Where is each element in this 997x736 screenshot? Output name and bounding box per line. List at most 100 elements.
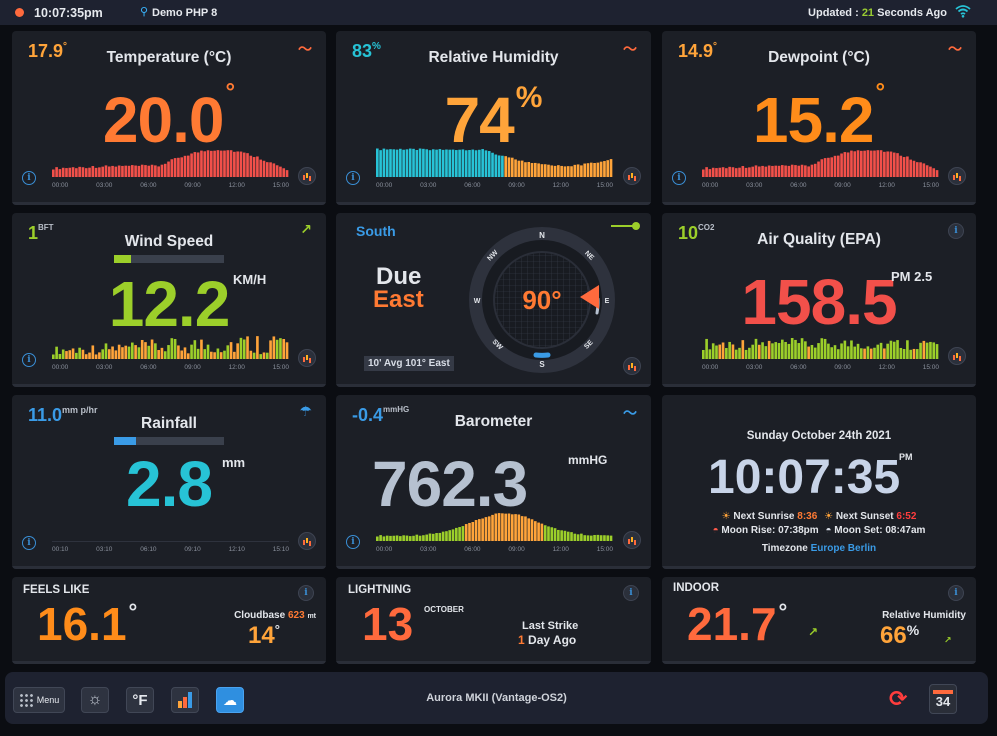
spark-bar — [909, 349, 913, 359]
spark-bar — [935, 170, 939, 177]
co2-value: 10CO2 — [678, 223, 715, 243]
moonset-text: Moon Set: 08:47am — [834, 525, 926, 536]
info-icon[interactable]: i — [22, 536, 36, 550]
chart-icon[interactable] — [623, 167, 641, 185]
spark-bar — [547, 164, 550, 177]
top-bar: 10:07:35pm ⚲ Demo PHP 8 Updated : 21 Sec… — [0, 0, 997, 25]
spark-bar — [876, 344, 880, 359]
spark-bar — [216, 150, 220, 177]
chart-icon[interactable] — [948, 167, 966, 185]
humidity-min: 83% — [352, 41, 381, 61]
spark-bar — [422, 148, 425, 177]
spark-bar — [514, 514, 517, 541]
spark-bar — [183, 347, 187, 359]
chart-icon[interactable] — [623, 531, 641, 549]
spark-bar — [586, 535, 590, 541]
spark-bar — [840, 343, 843, 359]
spark-bar — [576, 534, 580, 541]
chart-icon[interactable] — [298, 349, 316, 367]
spark-bar — [491, 152, 494, 177]
spark-bar — [524, 516, 527, 541]
spark-bar — [869, 348, 873, 359]
spark-bar — [272, 163, 276, 177]
info-icon[interactable]: i — [346, 171, 360, 185]
wind-trend-icon[interactable]: ↗ — [300, 221, 312, 237]
spark-bar — [790, 164, 794, 177]
updated-status: Updated : 21 Seconds Ago — [808, 7, 947, 19]
spark-bar — [547, 526, 550, 541]
avg-direction-badge: 10' Avg 101° East — [364, 356, 454, 371]
axis-tick-label: 15:00 — [272, 182, 289, 189]
spark-bar — [425, 534, 429, 541]
info-icon[interactable]: i — [22, 353, 36, 367]
refresh-icon[interactable]: ⟳ — [889, 686, 908, 711]
spark-bar — [75, 168, 78, 177]
wifi-icon — [955, 5, 971, 18]
spark-bar — [580, 165, 583, 177]
compass-trend-icon[interactable] — [611, 222, 640, 230]
moonset-icon: ◓ — [825, 525, 832, 536]
trend-icon[interactable]: 〜 — [623, 41, 637, 57]
status-dot — [15, 8, 24, 17]
spark-bar — [124, 345, 128, 359]
spark-bar — [219, 352, 223, 359]
charts-button[interactable] — [171, 687, 199, 713]
theme-toggle-button[interactable]: ☼ — [81, 687, 109, 713]
spark-bar — [534, 162, 537, 177]
info-icon[interactable]: i — [672, 171, 686, 185]
spark-bar — [180, 350, 184, 359]
axis-tick-label: 15:00 — [922, 364, 939, 371]
spark-bar — [609, 535, 613, 541]
axis-tick-label: 00:00 — [52, 182, 69, 189]
spark-bar — [774, 165, 778, 177]
info-icon[interactable]: i — [948, 223, 964, 239]
trend-icon[interactable]: 〜 — [948, 41, 962, 57]
spark-bar — [131, 342, 134, 359]
spark-bar — [869, 150, 873, 177]
chart-icon[interactable] — [948, 347, 966, 365]
info-icon[interactable]: i — [298, 585, 314, 601]
indoor-card: INDOOR i 21.7° ↗ Relative Humidity 66% ↗ — [662, 577, 976, 664]
info-icon[interactable]: i — [623, 585, 639, 601]
chart-icon[interactable] — [298, 167, 316, 185]
spark-bar — [415, 149, 419, 177]
rainfall-axis: 00:10 03:10 06:10 09:10 12:10 15:10 — [52, 546, 289, 553]
station-name[interactable]: Demo PHP 8 — [152, 7, 218, 19]
info-icon[interactable]: i — [22, 171, 36, 185]
updated-suffix: Seconds Ago — [874, 7, 947, 19]
calendar-button[interactable]: 34 — [929, 684, 957, 714]
spark-bar — [163, 351, 167, 359]
umbrella-icon[interactable]: ☂ — [299, 403, 312, 419]
info-icon[interactable]: i — [948, 585, 964, 601]
menu-button[interactable]: Menu — [13, 687, 65, 713]
dewpoint-title: Dewpoint (°C) — [768, 49, 870, 66]
spark-bar — [252, 352, 256, 359]
spark-bar — [461, 526, 465, 541]
spark-bar — [239, 337, 243, 359]
spark-bar — [932, 342, 936, 359]
spark-bar — [804, 165, 807, 177]
timezone-label: Timezone — [761, 543, 808, 554]
bottom-dock: Menu ☼ °F ☁ Aurora MKII (Vantage-OS2) ⟳ … — [5, 672, 988, 724]
chart-icon[interactable] — [623, 357, 641, 375]
trend-icon[interactable]: 〜 — [298, 41, 312, 57]
info-icon[interactable]: i — [346, 535, 360, 549]
spark-bar — [800, 164, 804, 177]
weather-forecast-button[interactable]: ☁ — [216, 687, 244, 713]
moonrise-icon: ◓ — [712, 525, 719, 536]
spark-bar — [734, 349, 738, 359]
trend-icon[interactable]: 〜 — [623, 405, 637, 421]
spark-bar — [609, 159, 613, 177]
spark-bar — [431, 533, 435, 541]
spark-bar — [117, 344, 121, 359]
indoor-temp-trend-icon: ↗ — [808, 625, 819, 639]
chart-icon[interactable] — [298, 532, 316, 550]
spark-bar — [915, 162, 919, 177]
spark-bar — [705, 167, 708, 177]
unit-toggle-button[interactable]: °F — [126, 687, 154, 713]
spark-bar — [455, 527, 458, 541]
sun-icon: ☼ — [87, 691, 103, 708]
spark-bar — [259, 354, 263, 359]
axis-tick-label: 09:00 — [184, 364, 201, 371]
spark-bar — [557, 165, 560, 177]
